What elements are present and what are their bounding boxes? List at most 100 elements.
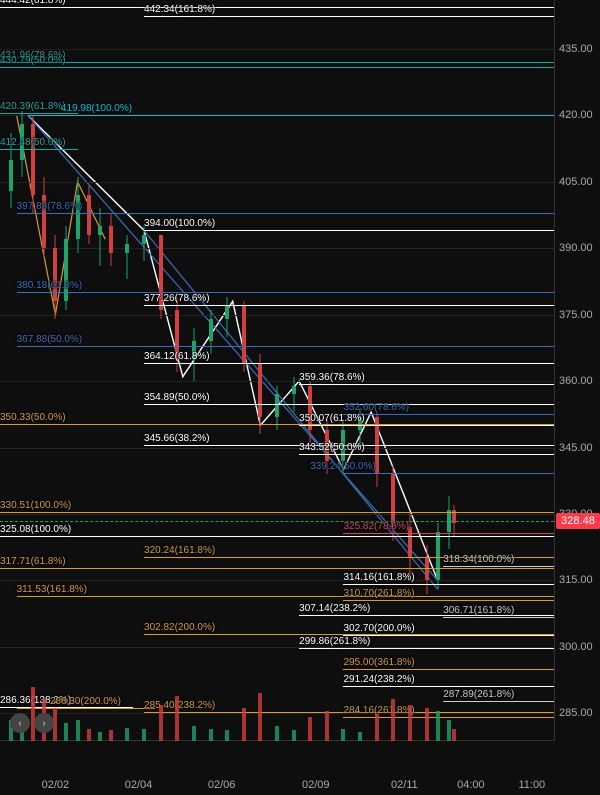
fib-label: 352.60(78.6%) bbox=[343, 402, 409, 413]
fib-line: 299.86(261.8%) bbox=[299, 648, 554, 649]
fib-line: 318.34(100.0%) bbox=[443, 566, 554, 567]
fib-label: 325.08(100.0%) bbox=[0, 524, 71, 535]
volume-bar bbox=[447, 720, 451, 741]
volume-bar bbox=[308, 717, 312, 741]
volume-bar bbox=[142, 729, 146, 741]
candle bbox=[292, 0, 296, 740]
x-tick: 02/11 bbox=[391, 779, 418, 791]
fib-line: 325.82(78.6%) bbox=[343, 533, 554, 534]
fib-label: 339.24(50.0%) bbox=[310, 461, 376, 472]
volume-bar bbox=[209, 729, 213, 741]
x-axis: 02/02 02/04 02/06 02/09 02/11 04:00 11:00 bbox=[0, 741, 554, 795]
fib-label: 350.07(61.8%) bbox=[299, 413, 365, 424]
volume-bar bbox=[258, 693, 262, 741]
x-tick: 11:00 bbox=[518, 779, 545, 791]
fib-label: 430.79(50.0%) bbox=[0, 55, 66, 66]
fib-label: 420.39(61.8%) bbox=[0, 101, 66, 112]
candle bbox=[275, 0, 279, 740]
fib-line: 306.71(161.8%) bbox=[443, 617, 554, 618]
candle bbox=[225, 0, 229, 740]
volume-bar bbox=[325, 711, 329, 741]
fib-line: 314.16(161.8%) bbox=[343, 584, 554, 585]
candle bbox=[452, 0, 456, 740]
fib-label: 397.88(78.6%) bbox=[17, 201, 83, 212]
volume-bar bbox=[175, 696, 179, 741]
x-tick: 02/04 bbox=[125, 779, 153, 791]
volume-bar bbox=[192, 726, 196, 741]
fib-label: 325.82(78.6%) bbox=[343, 521, 409, 532]
x-tick: 04:00 bbox=[457, 779, 485, 791]
price-chart[interactable]: 435.00420.00405.00390.00375.00360.00345.… bbox=[0, 0, 600, 795]
fib-label: 350.33(50.0%) bbox=[0, 412, 66, 423]
candle bbox=[242, 0, 246, 740]
fib-label: 444.42(61.8%) bbox=[0, 0, 66, 6]
volume-bar bbox=[109, 730, 113, 741]
fib-label: 354.89(50.0%) bbox=[144, 392, 210, 403]
volume-bar bbox=[292, 730, 296, 741]
fib-line: 330.51(100.0%) bbox=[0, 512, 554, 513]
next-button[interactable]: › bbox=[34, 713, 54, 733]
fib-label: 419.98(100.0%) bbox=[61, 103, 132, 114]
x-tick: 02/09 bbox=[302, 779, 330, 791]
fib-label: 330.51(100.0%) bbox=[0, 500, 71, 511]
fib-label: 307.14(238.2%) bbox=[299, 603, 370, 614]
fib-line: 430.79(50.0%) bbox=[0, 67, 554, 68]
y-axis bbox=[555, 0, 600, 740]
prev-button[interactable]: ‹ bbox=[10, 713, 30, 733]
volume-bar bbox=[358, 732, 362, 741]
volume-bar bbox=[408, 705, 412, 741]
fib-line: 364.12(61.8%) bbox=[144, 363, 554, 364]
fib-label: 412.48(50.0%) bbox=[0, 137, 66, 148]
fib-label: 318.34(100.0%) bbox=[443, 554, 514, 565]
fib-label: 302.70(200.0%) bbox=[343, 623, 414, 634]
fib-line: 412.48(50.0%) bbox=[0, 149, 78, 150]
fib-line: 442.34(161.8%) bbox=[144, 16, 554, 17]
fib-label: 310.70(261.8%) bbox=[343, 588, 414, 599]
volume-bar bbox=[452, 729, 456, 741]
plot-area[interactable]: 435.00420.00405.00390.00375.00360.00345.… bbox=[0, 0, 555, 741]
x-tick: 02/06 bbox=[208, 779, 236, 791]
fib-label: 359.36(78.6%) bbox=[299, 372, 365, 383]
candle bbox=[258, 0, 262, 740]
fib-line: 310.70(261.8%) bbox=[343, 600, 554, 601]
fib-label: 442.34(161.8%) bbox=[144, 4, 215, 15]
volume-bar bbox=[436, 711, 440, 741]
fib-line: 295.00(361.8%) bbox=[343, 669, 554, 670]
fib-label: 320.24(161.8%) bbox=[144, 545, 215, 556]
fib-label: 299.86(261.8%) bbox=[299, 636, 370, 647]
x-tick: 02/02 bbox=[42, 779, 70, 791]
fib-label: 380.18(61.8%) bbox=[17, 280, 83, 291]
volume-pane bbox=[0, 681, 554, 741]
fib-line: 307.14(238.2%) bbox=[299, 615, 554, 616]
fib-label: 317.71(61.8%) bbox=[0, 556, 66, 567]
fib-label: 367.88(50.0%) bbox=[17, 334, 83, 345]
volume-bar bbox=[98, 732, 102, 741]
fib-line: 380.18(61.8%) bbox=[17, 292, 554, 293]
fib-line: 394.00(100.0%) bbox=[144, 230, 554, 231]
candle bbox=[436, 0, 440, 740]
volume-bar bbox=[425, 708, 429, 741]
fib-label: 295.00(361.8%) bbox=[343, 657, 414, 668]
volume-bar bbox=[225, 730, 229, 741]
volume-bar bbox=[159, 705, 163, 741]
fib-line: 343.52(50.0%) bbox=[299, 454, 554, 455]
fib-line: 350.07(61.8%) bbox=[299, 425, 554, 426]
fib-line: 419.98(100.0%) bbox=[28, 115, 554, 116]
fib-line: 311.53(161.8%) bbox=[17, 596, 554, 597]
fib-line: 397.88(78.6%) bbox=[17, 213, 554, 214]
fib-line: 359.36(78.6%) bbox=[299, 384, 554, 385]
fib-line: 352.60(78.6%) bbox=[343, 414, 554, 415]
candle bbox=[325, 0, 329, 740]
fib-label: 345.66(38.2%) bbox=[144, 433, 210, 444]
fib-line: 367.88(50.0%) bbox=[17, 346, 554, 347]
fib-label: 314.16(161.8%) bbox=[343, 572, 414, 583]
candle bbox=[447, 0, 451, 740]
fib-line: 302.70(200.0%) bbox=[343, 635, 554, 636]
fib-line: 339.24(50.0%) bbox=[343, 473, 554, 474]
fib-line: 325.08(100.0%) bbox=[0, 536, 554, 537]
fib-label: 377.26(78.6%) bbox=[144, 293, 210, 304]
fib-label: 302.82(200.0%) bbox=[144, 622, 215, 633]
nav-controls: ‹ › bbox=[10, 713, 54, 733]
fib-label: 311.53(161.8%) bbox=[17, 584, 87, 595]
fib-line: 431.96(78.6%) bbox=[0, 62, 554, 63]
